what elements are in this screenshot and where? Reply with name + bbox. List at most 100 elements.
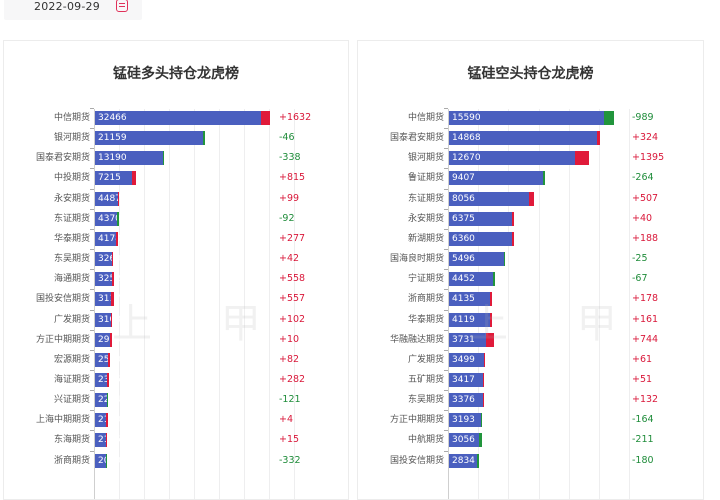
bar-row[interactable]: 上海中期期货 2160 +4 <box>4 410 348 428</box>
bar-row[interactable]: 中航期货 3056 -211 <box>358 430 703 448</box>
increase-segment[interactable] <box>512 231 515 246</box>
position-bar[interactable]: 4135 <box>449 292 491 307</box>
position-bar[interactable]: 14868 <box>449 131 597 146</box>
increase-segment[interactable] <box>116 231 118 246</box>
position-bar[interactable]: 3117 <box>95 292 121 307</box>
decrease-segment[interactable] <box>203 131 205 146</box>
position-bar[interactable]: 2264 <box>95 393 121 408</box>
position-bar[interactable]: 12670 <box>449 151 576 166</box>
bar-row[interactable]: 华融融达期货 3731 +744 <box>358 329 703 347</box>
decrease-segment[interactable] <box>117 211 119 226</box>
decrease-segment[interactable] <box>479 433 482 448</box>
increase-segment[interactable] <box>482 393 485 408</box>
bar-row[interactable]: 中信期货 32466 +1632 <box>4 108 348 125</box>
bar-row[interactable]: 方正中期期货 2960 +10 <box>4 329 348 347</box>
bar-row[interactable]: 永安期货 6375 +40 <box>358 208 703 226</box>
increase-segment[interactable] <box>111 252 114 267</box>
bar-row[interactable]: 国投安信期货 3117 +557 <box>4 289 348 307</box>
bar-row[interactable]: 宁证期货 4452 -67 <box>358 269 703 287</box>
decrease-segment[interactable] <box>477 453 479 468</box>
position-bar[interactable]: 13190 <box>95 151 163 166</box>
date-value[interactable]: 2022-09-29 <box>34 0 100 13</box>
position-bar[interactable]: 3499 <box>449 352 484 367</box>
decrease-segment[interactable] <box>503 252 506 267</box>
increase-segment[interactable] <box>483 352 486 367</box>
bar-row[interactable]: 鲁证期货 9407 -264 <box>358 168 703 186</box>
position-bar[interactable]: 4370 <box>95 211 121 226</box>
position-bar[interactable]: 3417 <box>449 372 483 387</box>
position-bar[interactable]: 4119 <box>449 312 490 327</box>
bar-row[interactable]: 新湖期货 6360 +188 <box>358 228 703 246</box>
position-bar[interactable]: 7215 <box>95 171 132 186</box>
increase-segment[interactable] <box>117 191 120 206</box>
increase-segment[interactable] <box>107 372 109 387</box>
position-bar[interactable]: 3193 <box>449 413 481 428</box>
increase-segment[interactable] <box>110 332 112 347</box>
calendar-icon[interactable] <box>116 0 128 12</box>
bar-row[interactable]: 广发期货 3499 +61 <box>358 349 703 367</box>
position-bar[interactable]: 15590 <box>449 111 605 125</box>
bar-row[interactable]: 浙商期货 4135 +178 <box>358 289 703 307</box>
position-bar[interactable]: 4178 <box>95 231 121 246</box>
decrease-segment[interactable] <box>493 272 495 287</box>
position-bar[interactable]: 3056 <box>449 433 480 448</box>
position-bar[interactable]: 5496 <box>449 252 504 267</box>
increase-segment[interactable] <box>482 372 485 387</box>
bar-row[interactable]: 中信期货 15590 -989 <box>358 108 703 125</box>
bar-row[interactable]: 银河期货 21159 -46 <box>4 128 348 146</box>
increase-segment[interactable] <box>512 211 514 226</box>
bar-row[interactable]: 海通期货 3252 +558 <box>4 269 348 287</box>
increase-segment[interactable] <box>529 191 535 206</box>
decrease-segment[interactable] <box>604 111 614 125</box>
position-bar[interactable]: 3376 <box>449 393 483 408</box>
position-bar[interactable]: 21159 <box>95 131 204 146</box>
position-bar[interactable]: 32466 <box>95 111 262 125</box>
bar-row[interactable]: 五矿期货 3417 +51 <box>358 369 703 387</box>
increase-segment[interactable] <box>111 272 115 287</box>
position-bar[interactable]: 2080 <box>95 453 121 468</box>
bar-row[interactable]: 华泰期货 4178 +277 <box>4 228 348 246</box>
position-bar[interactable]: 8056 <box>449 191 530 206</box>
position-bar[interactable]: 6375 <box>449 211 513 226</box>
increase-segment[interactable] <box>110 312 113 327</box>
position-bar[interactable]: 4487 <box>95 191 121 206</box>
position-bar[interactable]: 3260 <box>95 252 121 267</box>
increase-segment[interactable] <box>261 111 270 125</box>
position-bar[interactable]: 2160 <box>95 413 121 428</box>
decrease-segment[interactable] <box>480 413 483 428</box>
bar-row[interactable]: 东证期货 4370 -92 <box>4 208 348 226</box>
increase-segment[interactable] <box>106 413 108 428</box>
increase-segment[interactable] <box>108 352 110 367</box>
increase-segment[interactable] <box>105 433 108 448</box>
increase-segment[interactable] <box>596 131 601 146</box>
decrease-segment[interactable] <box>106 393 109 408</box>
position-bar[interactable]: 3252 <box>95 272 121 287</box>
bar-row[interactable]: 宏源期货 2550 +82 <box>4 349 348 367</box>
bar-row[interactable]: 永安期货 4487 +99 <box>4 188 348 206</box>
bar-row[interactable]: 方正中期期货 3193 -164 <box>358 410 703 428</box>
bar-row[interactable]: 东证期货 8056 +507 <box>358 188 703 206</box>
decrease-segment[interactable] <box>162 151 165 166</box>
increase-segment[interactable] <box>575 151 589 166</box>
increase-segment[interactable] <box>486 332 494 347</box>
decrease-segment[interactable] <box>542 171 546 186</box>
bar-row[interactable]: 海证期货 2355 +282 <box>4 369 348 387</box>
bar-row[interactable]: 国泰君安期货 13190 -338 <box>4 148 348 166</box>
bar-row[interactable]: 广发期货 3108 +102 <box>4 309 348 327</box>
bar-row[interactable]: 浙商期货 2080 -332 <box>4 450 348 468</box>
position-bar[interactable]: 2355 <box>95 372 121 387</box>
bar-row[interactable]: 国投安信期货 2834 -180 <box>358 450 703 468</box>
date-picker[interactable]: 2022-09-29 <box>4 0 142 20</box>
increase-segment[interactable] <box>110 292 114 307</box>
position-bar[interactable]: 4452 <box>449 272 494 287</box>
bar-row[interactable]: 华泰期货 4119 +161 <box>358 309 703 327</box>
increase-segment[interactable] <box>489 312 492 327</box>
decrease-segment[interactable] <box>105 453 108 468</box>
position-bar[interactable]: 2960 <box>95 332 121 347</box>
bar-row[interactable]: 国海良时期货 5496 -25 <box>358 249 703 267</box>
position-bar[interactable]: 6360 <box>449 231 513 246</box>
position-bar[interactable]: 2145 <box>95 433 121 448</box>
position-bar[interactable]: 9407 <box>449 171 543 186</box>
bar-row[interactable]: 兴证期货 2264 -121 <box>4 390 348 408</box>
bar-row[interactable]: 东海期货 2145 +15 <box>4 430 348 448</box>
